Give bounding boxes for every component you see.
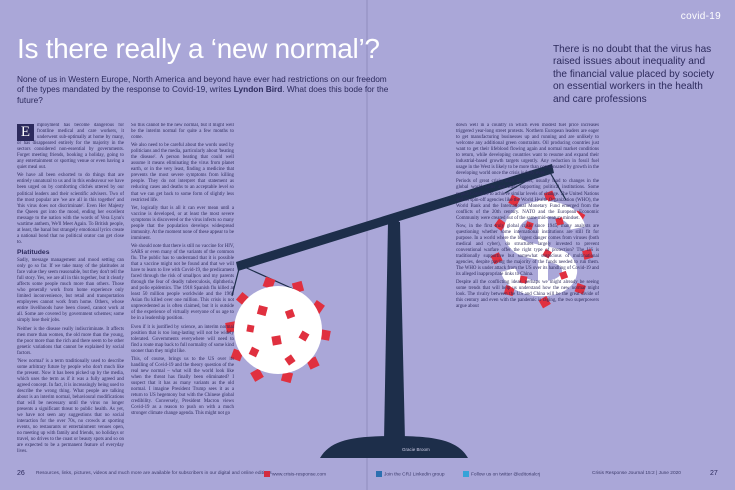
body-paragraph: We have all been exhorted to do things t…: [17, 173, 124, 245]
body-paragraph: Now, in the first truly global crisis si…: [456, 223, 599, 278]
body-paragraph: down well in a country in which even mod…: [456, 123, 599, 177]
virus-icon: [225, 276, 331, 384]
body-paragraph: We should note that there is still no va…: [131, 243, 234, 322]
site-url: www.crisis-response.com: [272, 472, 327, 478]
footer-linkedin-link[interactable]: Join the CRJ LinkedIn group: [376, 471, 445, 477]
body-column-3: down well in a country in which even mod…: [456, 123, 599, 463]
body-paragraph: Neither is the disease really indiscrimi…: [17, 326, 124, 356]
subheading: Platitudes: [17, 248, 50, 256]
linkedin-text: Join the CRJ LinkedIn group: [384, 472, 445, 478]
drop-cap: E: [17, 124, 34, 141]
body-paragraph: So this cannot be the new normal, but it…: [131, 123, 234, 141]
twitter-text: Follow us on twitter @editorialcrj: [471, 472, 541, 478]
journal-issue: Crisis Response Journal 15:2 | June 2020: [592, 471, 681, 476]
author-name: Lyndon Bird: [233, 84, 283, 95]
footer-twitter-link[interactable]: Follow us on twitter @editorialcrj: [463, 471, 540, 477]
footer-site-link[interactable]: www.crisis-response.com: [264, 471, 326, 477]
illustration-credit: Gracie Broom: [402, 447, 430, 452]
twitter-icon: [463, 471, 469, 477]
linkedin-icon: [376, 471, 382, 477]
scale-base: [320, 436, 468, 458]
body-paragraph: We also need to be careful about the wor…: [131, 143, 234, 203]
page-number-left: 26: [17, 470, 25, 477]
standfirst-tail: . What does this bode for the future?: [17, 84, 389, 105]
standfirst-text: None of us in Western Europe, North Amer…: [17, 74, 387, 95]
pull-quote: There is no doubt that the virus has rai…: [553, 44, 715, 105]
paragraph-text: mployment has become dangerous for front…: [17, 123, 124, 171]
body-paragraph: Even if it is justified by science, an i…: [131, 324, 234, 354]
page-number-right: 27: [710, 470, 718, 477]
body-paragraph: This, of course, brings us to the US ove…: [131, 356, 234, 417]
section-tag: covid-19: [680, 11, 721, 22]
headline: Is there really a ‘new normal’?: [17, 33, 380, 64]
left-chain-b: [239, 264, 301, 293]
body-paragraph: Sadly, message management and mood setti…: [17, 257, 124, 324]
body-paragraph: Yet, logically that is all it can ever m…: [131, 205, 234, 241]
body-column-2: So this cannot be the new normal, but it…: [131, 123, 234, 463]
footer-note: Resources, links, pictures, videos and m…: [36, 471, 272, 476]
pivot-cap: [389, 216, 399, 226]
body-paragraph: Despite all the conflicting ideas, perha…: [456, 280, 599, 310]
standfirst: None of us in Western Europe, North Amer…: [17, 74, 392, 105]
globe-icon: [264, 471, 270, 477]
body-paragraph: Periods of great crisis, such as wars, u…: [456, 179, 599, 221]
scale-post: [384, 222, 405, 441]
body-paragraph: 'New normal' is a term traditionally use…: [17, 358, 124, 455]
